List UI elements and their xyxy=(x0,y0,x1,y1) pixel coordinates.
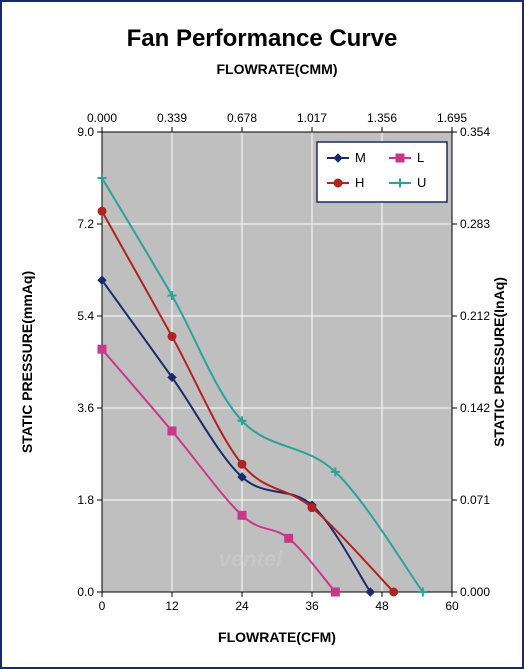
xtick-bottom: 48 xyxy=(375,599,389,613)
xtick-bottom: 12 xyxy=(165,599,179,613)
xlabel-top: FLOWRATE(CMM) xyxy=(216,61,337,77)
xtick-top: 0.000 xyxy=(87,111,117,125)
legend-label-H: H xyxy=(355,175,364,190)
ylabel-left: STATIC PRESSURE(mmAq) xyxy=(19,271,35,453)
ytick-right: 0.354 xyxy=(460,125,490,139)
watermark: ventel xyxy=(219,546,283,571)
ytick-left: 5.4 xyxy=(77,309,94,323)
xtick-top: 1.017 xyxy=(297,111,327,125)
fan-performance-chart: Fan Performance Curve FLOWRATE(CMM) FLOWRA… xyxy=(12,12,512,657)
xtick-top: 0.678 xyxy=(227,111,257,125)
xtick-top: 0.339 xyxy=(157,111,187,125)
ytick-right: 0.000 xyxy=(460,585,490,599)
ytick-right: 0.283 xyxy=(460,217,490,231)
xtick-bottom: 36 xyxy=(305,599,319,613)
ytick-right: 0.142 xyxy=(460,401,490,415)
xtick-top: 1.695 xyxy=(437,111,467,125)
chart-title: Fan Performance Curve xyxy=(127,25,398,52)
ytick-right: 0.071 xyxy=(460,493,490,507)
chart-container: Fan Performance Curve FLOWRATE(CMM) FLOWRA… xyxy=(0,0,524,669)
ytick-right: 0.212 xyxy=(460,309,490,323)
svg-text:ventel: ventel xyxy=(219,546,283,571)
ytick-left: 1.8 xyxy=(77,493,94,507)
xtick-bottom: 24 xyxy=(235,599,249,613)
xtick-bottom: 0 xyxy=(99,599,106,613)
xlabel-bottom: FLOWRATE(CFM) xyxy=(218,629,336,645)
ytick-left: 3.6 xyxy=(77,401,94,415)
xtick-top: 1.356 xyxy=(367,111,397,125)
xtick-bottom: 60 xyxy=(445,599,459,613)
ytick-left: 9.0 xyxy=(77,125,94,139)
legend-box xyxy=(317,142,447,202)
ylabel-right: STATIC PRESSURE(InAq) xyxy=(491,277,507,447)
legend-label-M: M xyxy=(355,150,366,165)
ytick-left: 0.0 xyxy=(77,585,94,599)
legend-label-L: L xyxy=(417,150,424,165)
legend-label-U: U xyxy=(417,175,426,190)
ytick-left: 7.2 xyxy=(77,217,94,231)
